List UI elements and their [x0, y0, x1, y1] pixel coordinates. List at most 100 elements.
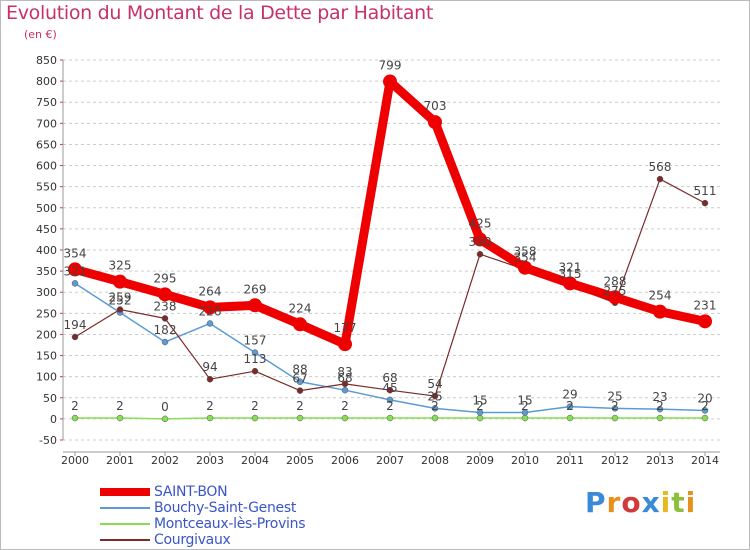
data-point: [251, 414, 259, 422]
data-label: 68: [382, 371, 397, 385]
x-tick-label: 2006: [331, 454, 359, 467]
x-tick-label: 2004: [241, 454, 269, 467]
legend-label-montceaux-les-provins: Montceaux-lès-Provins: [154, 516, 306, 532]
data-label: 15: [517, 394, 532, 408]
data-point: [338, 337, 352, 352]
data-label: 29: [562, 388, 577, 402]
data-point: [296, 378, 304, 385]
data-point: [116, 306, 124, 313]
x-tick-label: 2005: [286, 454, 314, 467]
data-label: 0: [161, 400, 169, 414]
y-tick-label: 700: [36, 117, 57, 130]
data-label: 224: [289, 301, 312, 315]
legend-label-bouchy-saint-genest: Bouchy-Saint-Genest: [154, 500, 297, 516]
data-point: [386, 414, 394, 422]
data-label: 2: [701, 399, 709, 413]
data-point: [476, 250, 484, 258]
data-label: 252: [109, 293, 132, 307]
x-tick-label: 2002: [151, 454, 179, 467]
data-label: 15: [472, 394, 487, 408]
y-tick-label: 850: [36, 54, 57, 67]
legend-label-saint-bon: SAINT-BON: [154, 484, 228, 500]
data-label: 2: [611, 399, 619, 413]
y-tick-label: 150: [36, 350, 57, 363]
x-tick-label: 2003: [196, 454, 224, 467]
data-label: 83: [337, 365, 352, 379]
data-label: 254: [649, 289, 672, 303]
y-tick-label: 750: [36, 96, 57, 109]
data-point: [701, 414, 709, 422]
axis-layer: -500501001502002503003504004505005506006…: [36, 54, 720, 467]
data-label: 321: [559, 260, 582, 274]
data-label: 2: [431, 399, 439, 413]
data-point: [566, 403, 574, 410]
data-label: 295: [154, 271, 177, 285]
data-label: 315: [559, 267, 582, 281]
legend: SAINT-BON Bouchy-Saint-Genest Montceaux-…: [100, 484, 306, 548]
data-point: [161, 315, 169, 322]
y-tick-label: 50: [43, 392, 57, 405]
x-tick-label: 2009: [466, 454, 494, 467]
chart-title: Evolution du Montant de la Dette par Hab…: [6, 2, 434, 24]
data-label: 2: [656, 399, 664, 413]
legend-swatch-saint-bon: [100, 488, 150, 496]
data-label: 325: [109, 259, 132, 273]
x-tick-label: 2013: [646, 454, 674, 467]
data-label: 358: [514, 245, 537, 259]
data-label: 354: [64, 246, 87, 260]
data-label: 259: [109, 291, 132, 305]
data-label: 425: [469, 216, 492, 230]
data-point: [431, 405, 439, 412]
data-point: [68, 262, 82, 277]
data-label: 182: [154, 323, 177, 337]
data-label: 88: [292, 363, 307, 377]
legend-swatch-montceaux-les-provins: [100, 523, 150, 525]
data-point: [656, 414, 664, 422]
y-tick-label: 800: [36, 75, 57, 88]
y-tick-label: 300: [36, 286, 57, 299]
data-label: 2: [251, 399, 259, 413]
legend-item-montceaux-les-provins: Montceaux-lès-Provins: [100, 516, 306, 532]
data-label: 511: [694, 184, 717, 198]
data-point: [251, 367, 259, 375]
data-label: 2: [116, 399, 124, 413]
data-point: [656, 405, 664, 413]
data-point: [566, 414, 574, 422]
data-point: [341, 380, 349, 388]
data-label: 45: [382, 381, 397, 395]
data-point: [476, 414, 484, 422]
data-label: 67: [292, 372, 307, 386]
data-point: [341, 414, 349, 422]
data-label: 799: [379, 59, 402, 73]
legend-label-courgivaux: Courgivaux: [154, 532, 231, 548]
data-label: 94: [202, 360, 217, 374]
data-point: [161, 415, 169, 423]
data-point: [206, 414, 214, 422]
data-label: 20: [697, 391, 712, 405]
y-tick-label: 650: [36, 138, 57, 151]
data-label: 2: [521, 399, 529, 413]
data-point: [248, 298, 262, 313]
data-label: 194: [64, 318, 87, 332]
data-label: 568: [649, 160, 672, 174]
y-tick-label: 450: [36, 223, 57, 236]
x-tick-label: 2001: [106, 454, 134, 467]
data-point: [386, 386, 394, 394]
data-label: 390: [469, 235, 492, 249]
y-tick-label: 550: [36, 181, 57, 194]
legend-item-saint-bon: SAINT-BON: [100, 484, 305, 500]
data-point: [296, 414, 304, 422]
data-point: [251, 349, 259, 356]
y-tick-label: 400: [36, 244, 57, 257]
data-point: [71, 333, 79, 341]
data-point: [611, 414, 619, 422]
data-point: [476, 409, 484, 416]
legend-swatch-courgivaux: [100, 539, 150, 541]
data-label: 23: [652, 390, 667, 404]
data-label: 264: [199, 284, 222, 298]
data-label: 2: [566, 399, 574, 413]
data-label: 238: [154, 299, 177, 313]
data-label: 288: [604, 274, 627, 288]
